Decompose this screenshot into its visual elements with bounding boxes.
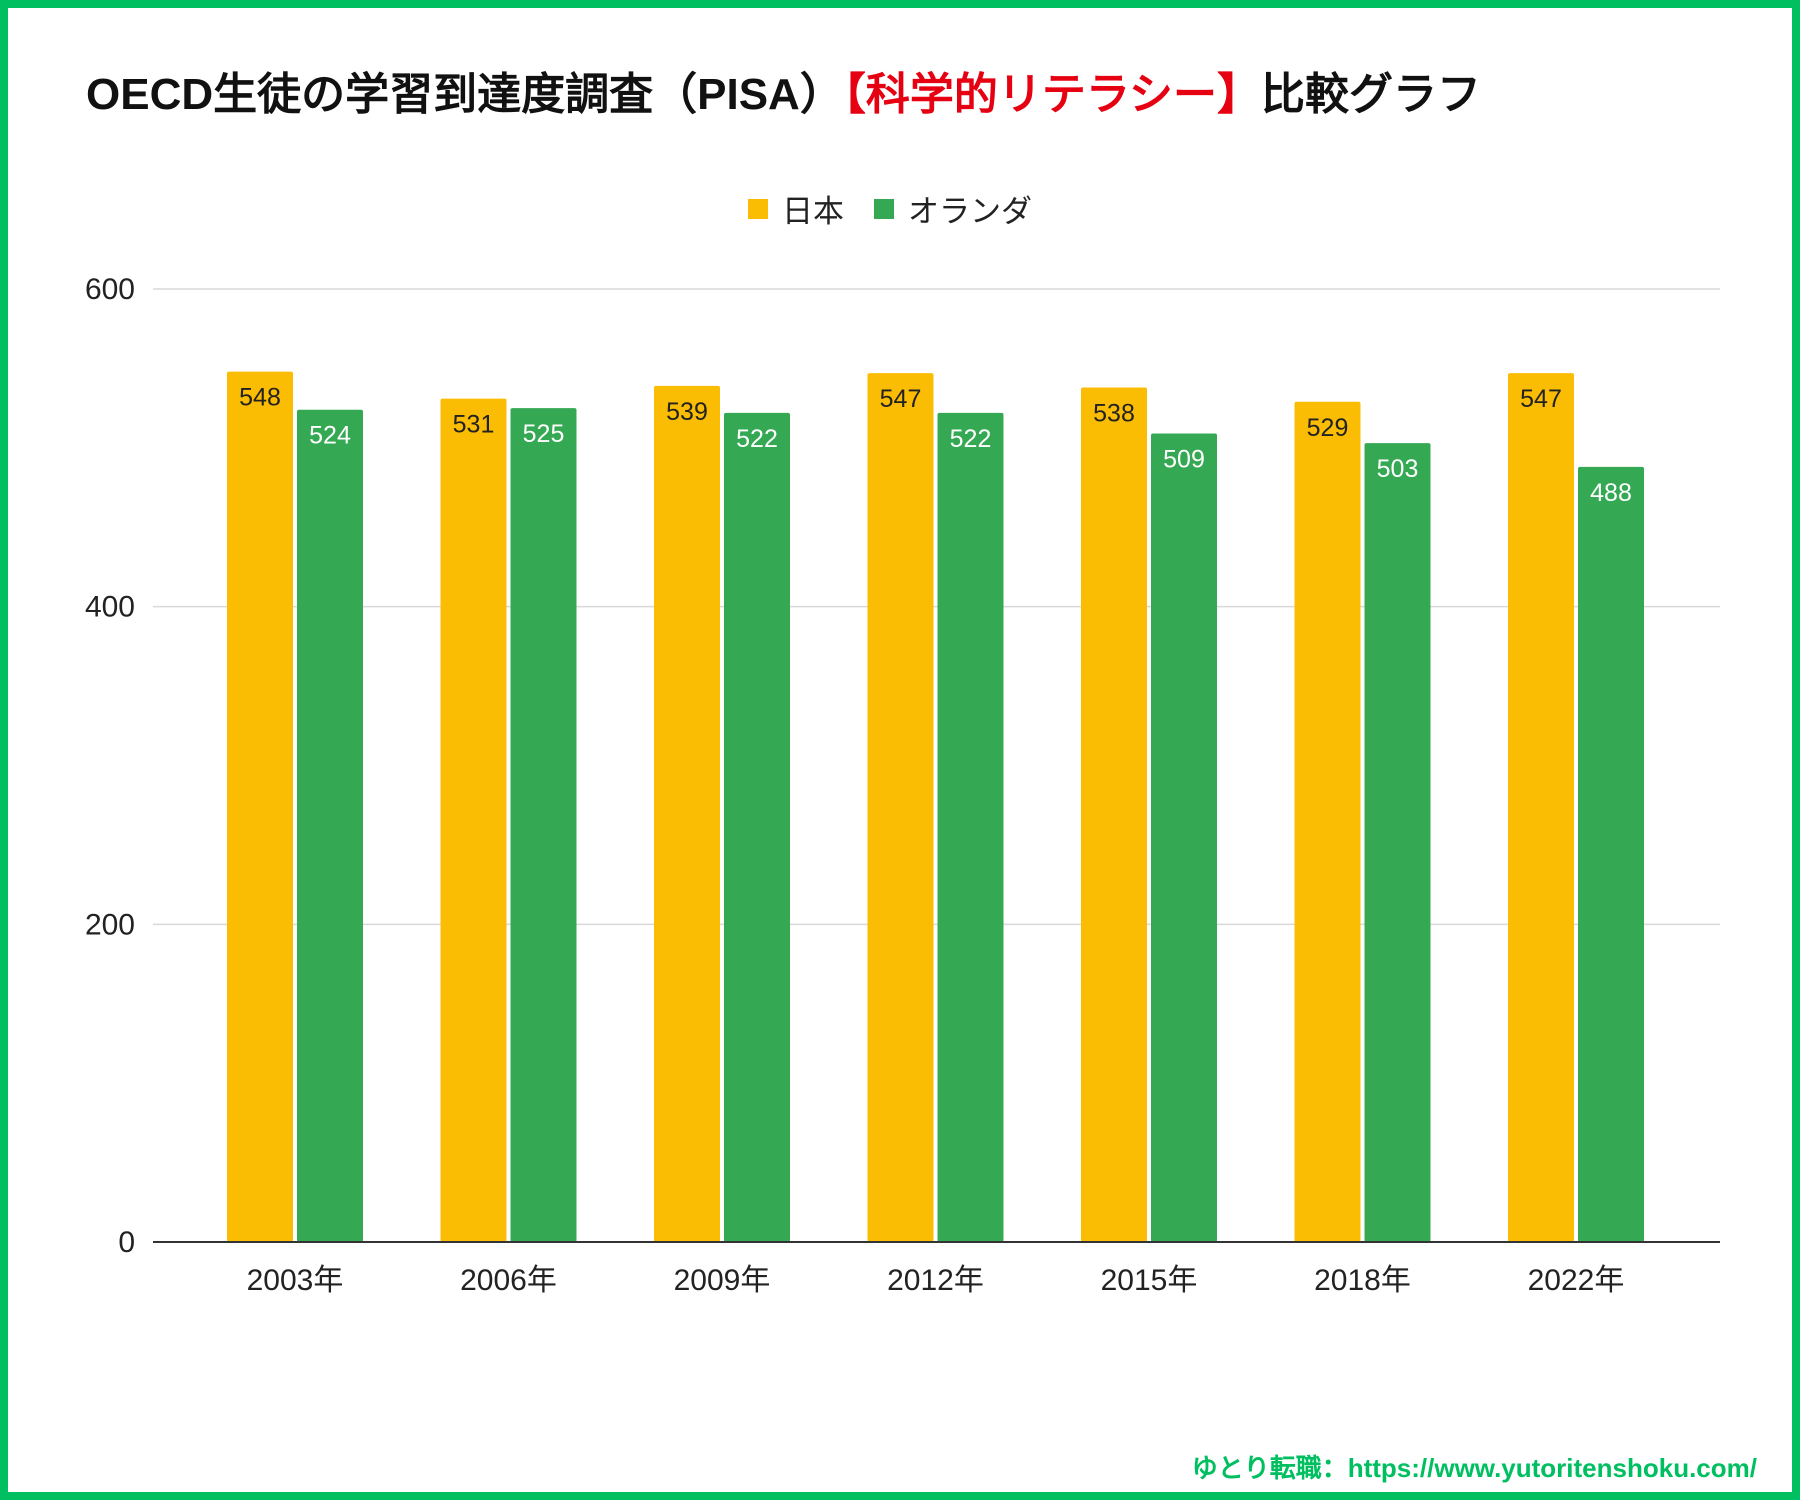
bar-netherlands	[1364, 443, 1431, 1242]
chart-title: OECD生徒の学習到達度調査（PISA）【科学的リテラシー】比較グラフ	[86, 58, 1481, 122]
data-label: 488	[1590, 479, 1632, 507]
legend-label: オランダ	[908, 194, 1032, 229]
x-tick-label: 2003年	[247, 1264, 344, 1297]
bar-netherlands	[1151, 433, 1217, 1242]
y-tick-label: 200	[85, 908, 135, 941]
title-main: OECD生徒の学習到達度調査（PISA）	[86, 70, 844, 119]
legend-swatch-netherlands	[874, 198, 894, 219]
bar-netherlands	[510, 408, 577, 1242]
data-label: 548	[239, 384, 281, 412]
x-tick-label: 2009年	[674, 1264, 771, 1297]
legend-label: 日本	[782, 194, 844, 229]
x-tick-label: 2015年	[1101, 1264, 1198, 1297]
data-label: 539	[666, 398, 708, 426]
data-label: 509	[1163, 446, 1205, 474]
bar-japan	[440, 398, 507, 1243]
bar-japan	[1294, 401, 1361, 1242]
bar-netherlands	[297, 409, 363, 1242]
y-tick-label: 400	[85, 591, 135, 624]
data-label: 524	[309, 422, 351, 450]
y-tick-label: 0	[118, 1226, 135, 1259]
x-tick-label: 2012年	[887, 1264, 984, 1297]
x-tick-label: 2006年	[460, 1264, 557, 1297]
bar-netherlands	[724, 412, 790, 1242]
legend-swatch-japan	[748, 198, 768, 219]
data-label: 547	[880, 385, 922, 413]
title-suffix: 比較グラフ	[1260, 70, 1481, 119]
data-label: 522	[736, 425, 778, 453]
x-tick-label: 2018年	[1314, 1264, 1411, 1297]
bar-japan	[867, 373, 934, 1243]
data-label: 525	[523, 420, 565, 448]
bar-japan	[654, 385, 720, 1243]
legend-item-netherlands: オランダ	[874, 186, 1032, 231]
bar-japan	[1508, 373, 1574, 1243]
bar-japan	[227, 371, 293, 1242]
legend: 日本 オランダ	[0, 186, 1790, 231]
data-label: 531	[453, 411, 495, 439]
bar-japan	[1081, 387, 1147, 1242]
y-tick-label: 600	[85, 273, 135, 306]
data-label: 529	[1307, 414, 1349, 442]
data-label: 538	[1093, 399, 1135, 427]
x-tick-label: 2022年	[1528, 1264, 1625, 1297]
data-label: 522	[950, 425, 992, 453]
footer-credit: ゆとり転職：https://www.yutoritenshoku.com/	[1191, 1453, 1757, 1483]
legend-item-japan: 日本	[748, 186, 844, 231]
bar-netherlands	[937, 412, 1004, 1242]
data-label: 547	[1520, 385, 1562, 413]
bar-netherlands	[1578, 466, 1644, 1243]
data-label: 503	[1377, 455, 1419, 483]
title-highlight: 【科学的リテラシー】	[843, 70, 1261, 119]
